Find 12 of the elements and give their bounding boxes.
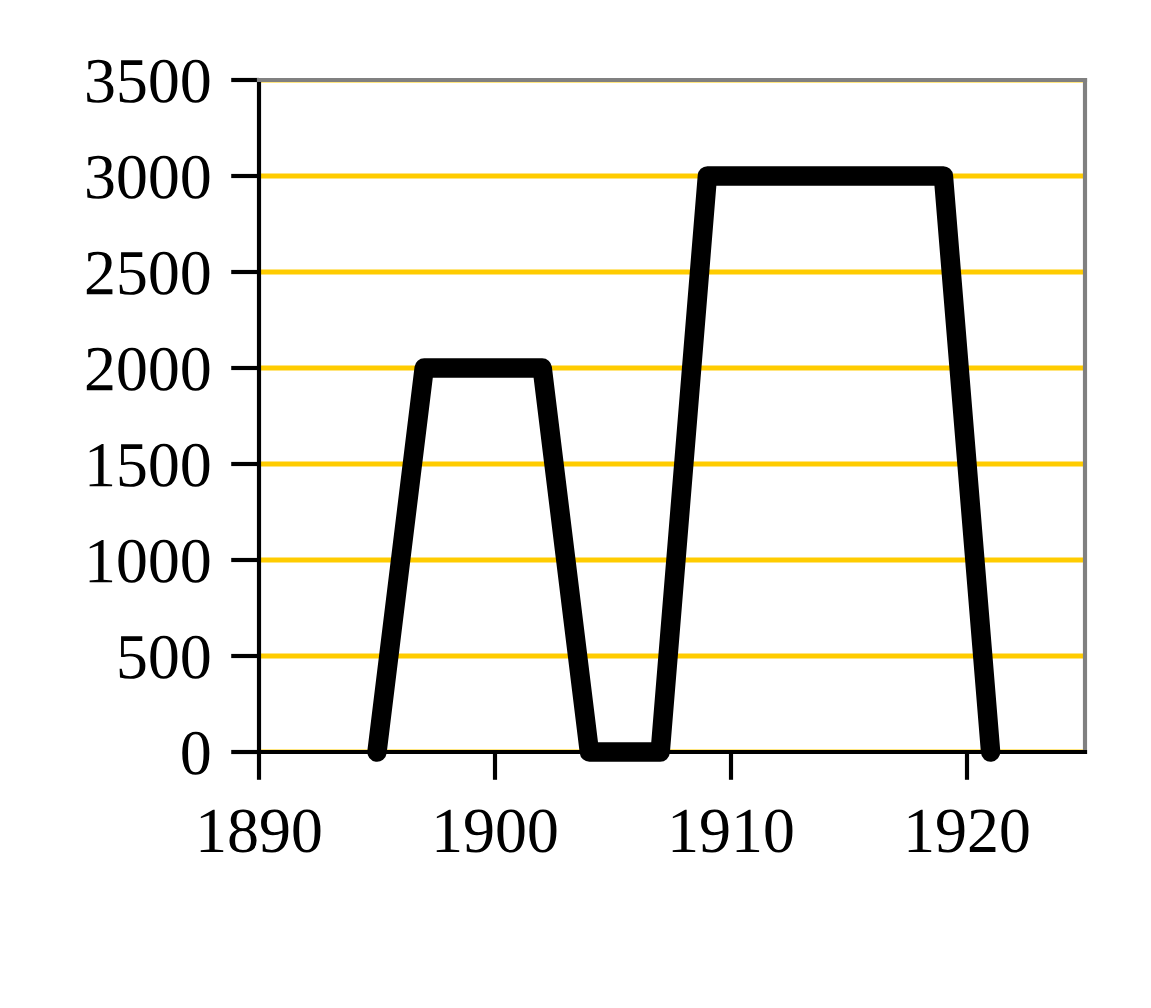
x-tick-label: 1910	[672, 809, 793, 853]
y-tick-label: 1000	[89, 539, 210, 583]
y-tick-label: 3000	[87, 155, 210, 199]
y-tick-label: 3500	[87, 59, 210, 103]
y-tick-label: 2500	[86, 251, 210, 295]
x-tick-label: 1900	[436, 809, 557, 853]
x-tick-label: 1920	[908, 809, 1029, 853]
x-tick-label: 1890	[200, 809, 321, 853]
y-tick-label: 500	[119, 635, 210, 679]
y-tick-label: 0	[182, 731, 210, 775]
y-tick-label: 2000	[86, 347, 210, 391]
y-tick-label: 1500	[89, 443, 210, 487]
